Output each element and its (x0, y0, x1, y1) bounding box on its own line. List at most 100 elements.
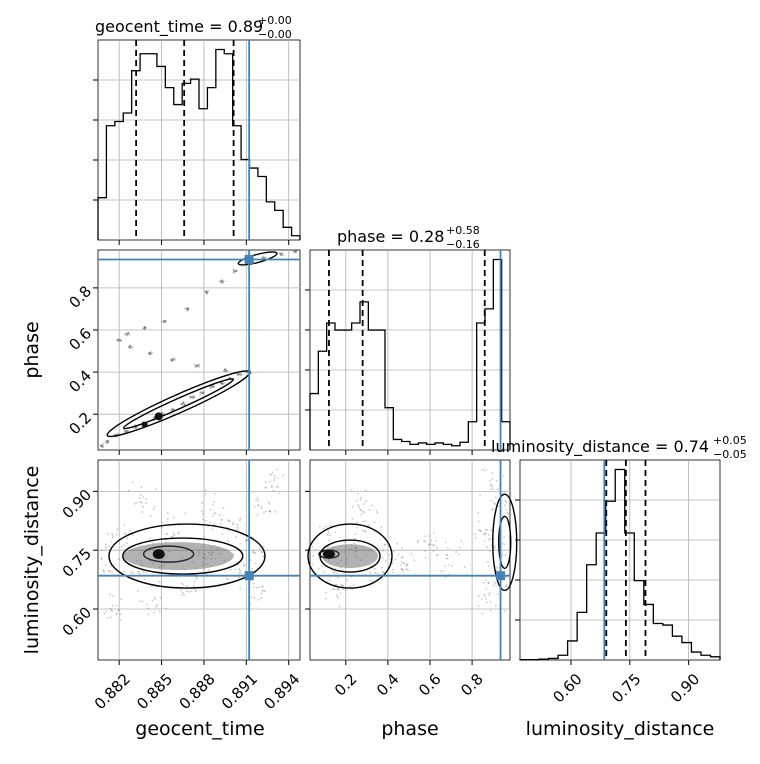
scatter-point (193, 396, 196, 399)
scatter-point (182, 402, 185, 404)
scatter-point (239, 519, 241, 521)
scatter-point (236, 373, 239, 376)
scatter-point (180, 589, 183, 592)
scatter-point (356, 526, 358, 529)
scatter-point (153, 505, 156, 508)
scatter-point (221, 280, 224, 283)
x-tick-label-luminosity-distance: 0.60 (549, 670, 585, 706)
scatter-point (135, 426, 137, 429)
scatter-point (219, 552, 222, 555)
scatter-point (140, 486, 143, 489)
scatter-point (204, 493, 207, 496)
scatter-point (490, 529, 493, 532)
scatter-point (256, 514, 259, 516)
scatter-point (225, 370, 228, 372)
scatter-point (488, 549, 491, 552)
scatter-point (207, 289, 210, 292)
y-tick-label-luminosity-distance: 0.60 (59, 603, 95, 639)
scatter-point (485, 588, 488, 590)
scatter-point (101, 445, 104, 448)
scatter-point (277, 485, 279, 488)
scatter-point (455, 551, 457, 553)
scatter-point (224, 368, 227, 371)
scatter-point (131, 346, 134, 349)
scatter-point (435, 540, 437, 542)
scatter-point (402, 562, 405, 564)
scatter-point (166, 512, 169, 515)
scatter-point (384, 560, 387, 562)
scatter-point (105, 441, 108, 444)
scatter-point (173, 357, 176, 360)
scatter-point (205, 292, 208, 295)
scatter-point (358, 506, 361, 509)
scatter-point (112, 594, 114, 597)
title-geocent-time-minus: −0.00 (258, 28, 292, 41)
scatter-point (227, 578, 229, 581)
scatter-point (127, 429, 129, 431)
scatter-point (183, 404, 185, 406)
scatter-point (222, 382, 224, 385)
scatter-point (200, 546, 203, 548)
scatter-point (257, 599, 260, 601)
scatter-point (218, 281, 221, 284)
scatter-point (172, 359, 175, 361)
density-region (322, 544, 378, 569)
scatter-point (340, 584, 343, 586)
scatter-point (279, 253, 282, 256)
scatter-point (479, 494, 481, 497)
scatter-point (236, 528, 239, 531)
scatter-point (477, 595, 480, 597)
scatter-point (260, 507, 263, 509)
scatter-point (253, 597, 256, 599)
contour-line (307, 523, 393, 589)
scatter-point (232, 268, 235, 271)
scatter-point (213, 501, 215, 503)
scatter-point (243, 565, 245, 567)
x-tick-label-geocent-time: 0.891 (218, 670, 261, 713)
scatter-point (484, 595, 487, 598)
scatter-point (118, 339, 121, 342)
scatter-point (486, 601, 488, 604)
scatter-point (201, 564, 204, 567)
scatter-point (273, 474, 276, 477)
scatter-point (201, 392, 204, 395)
scatter-point (186, 307, 189, 310)
scatter-point (424, 535, 427, 538)
scatter-point (127, 332, 130, 335)
scatter-point (446, 553, 448, 556)
scatter-point (126, 430, 129, 433)
scatter-point (400, 561, 403, 563)
scatter-point (166, 518, 169, 521)
scatter-point (182, 401, 185, 404)
scatter-point (193, 395, 195, 397)
scatter-point (507, 513, 510, 515)
scatter-point (197, 363, 200, 366)
scatter-point (485, 597, 488, 600)
scatter-point (276, 468, 279, 471)
scatter-point (100, 445, 103, 448)
scatter-point (129, 529, 132, 532)
scatter-point (116, 338, 119, 341)
scatter-point (360, 509, 362, 512)
scatter-point (115, 613, 118, 616)
scatter-point (186, 307, 189, 310)
scatter-point (263, 511, 265, 514)
scatter-point (199, 393, 201, 396)
scatter-point (193, 585, 195, 588)
scatter-point (213, 545, 215, 548)
scatter-point (212, 386, 215, 389)
scatter-point (164, 321, 166, 324)
scatter-point (479, 529, 482, 532)
scatter-point (171, 407, 174, 410)
scatter-point (133, 427, 135, 430)
scatter-point (439, 570, 442, 573)
scatter-point (149, 353, 152, 356)
scatter-point (108, 545, 111, 548)
scatter-point (153, 416, 156, 419)
scatter-point (115, 433, 117, 436)
scatter-point (428, 535, 431, 537)
scatter-point (205, 290, 208, 293)
y-tick-label-phase: 0.2 (65, 409, 95, 439)
scatter-point (180, 582, 183, 585)
